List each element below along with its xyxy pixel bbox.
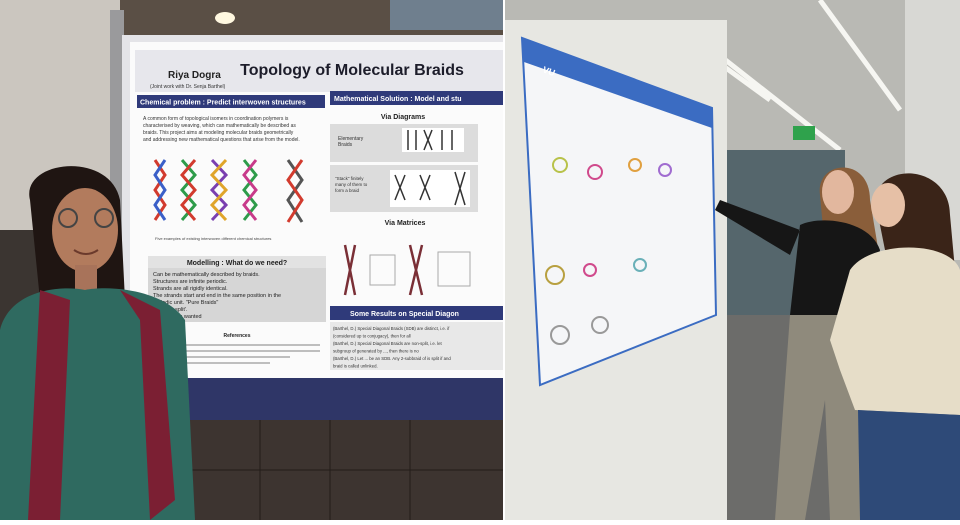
scarf: [28, 290, 175, 520]
diagram-text-line: many of them to: [335, 182, 368, 187]
braid-strand: [242, 159, 258, 221]
black-top: [715, 200, 880, 315]
board-strip: [180, 378, 503, 420]
figure: [591, 316, 609, 334]
braid-strand: [209, 158, 229, 222]
diagram-text-line: form a braid: [335, 188, 360, 193]
stacked-braid: [394, 171, 466, 206]
section-heading: Modelling : What do we need?: [187, 260, 287, 267]
braid-strand: [286, 159, 304, 223]
result-line: (Barthel, D.) Special Diagonal Braids ar…: [333, 341, 442, 346]
bullet-point: Strands are all rigidly identical.: [153, 286, 228, 292]
logo: VU: [541, 64, 556, 78]
subheading: Via Matrices: [385, 220, 426, 227]
figure: [633, 258, 647, 272]
section-bar: [137, 95, 325, 108]
poster: [520, 36, 718, 387]
section-heading: Chemical problem : Predict interwoven st…: [140, 100, 306, 107]
matrix: [437, 251, 471, 287]
person-left: [0, 166, 195, 520]
face: [52, 188, 118, 272]
figure: [550, 325, 570, 345]
glasses: [58, 208, 78, 228]
section-heading: Some Results on Special Diagon: [350, 311, 459, 318]
title-bar: [135, 50, 503, 92]
intro-line: characterised by weaving, which can math…: [143, 123, 296, 129]
right-photo: VU: [505, 0, 960, 520]
result-line: subgroup of generated by ..., then there…: [333, 349, 419, 354]
result-line: (Barthel, D.) Let ... be an SDB. Any 2-s…: [333, 356, 451, 361]
diagram-text-line: Elementary: [338, 136, 364, 142]
diagram-text-line: "Stack" finitely: [335, 176, 364, 181]
jeans: [858, 410, 960, 520]
smile: [73, 249, 99, 255]
sweater: [830, 247, 960, 415]
result-line: (considered up to conjugacy), then for a…: [333, 334, 411, 339]
diagram-text: Elementary Braids: [338, 136, 364, 148]
intro-line: and addressing new mathematical question…: [143, 137, 300, 143]
poster-header: [522, 38, 712, 128]
figure: [583, 263, 597, 277]
results-box: [330, 322, 503, 370]
braid-strand: [242, 159, 258, 221]
figure: [552, 157, 568, 173]
braid-strand: [153, 159, 167, 221]
left-photo: Riya Dogra (Joint work with Dr. Senja Ba…: [0, 0, 503, 520]
caption: Five examples of existing interwoven dif…: [155, 236, 271, 241]
face: [871, 183, 905, 227]
divider: [503, 0, 505, 520]
poster-title: Topology of Molecular Braids: [240, 62, 464, 79]
author: Riya Dogra: [168, 70, 221, 81]
exit-sign: [793, 126, 815, 140]
braid-strand: [209, 158, 229, 222]
braid-strand: [180, 159, 197, 221]
section-heading: Mathematical Solution : Model and stu: [334, 96, 462, 103]
diagram: [402, 128, 464, 152]
ceiling-light: [215, 12, 235, 24]
figure: [658, 163, 672, 177]
reference-text: [150, 344, 320, 364]
elementary-braids: [407, 129, 453, 151]
person-right: [830, 173, 960, 520]
diagram-text-line: Braids: [338, 142, 353, 148]
bullet-point: periodic unit. "Pure Braids": [153, 300, 218, 306]
matrix: [369, 254, 396, 286]
glasses: [94, 208, 114, 228]
matrix-braids: [343, 244, 424, 296]
figure: [545, 265, 565, 285]
braid-strand: [153, 159, 167, 221]
figure: [587, 164, 603, 180]
face: [822, 170, 854, 214]
results: (Barthel, D.) Special Diagonal Braids (S…: [333, 326, 451, 369]
bullet-point: The strands start and end in the same po…: [153, 293, 281, 299]
intro: A common form of topological isomers in …: [143, 116, 300, 143]
braid-images: [153, 158, 304, 223]
result-line: braid is called unlinked.: [333, 364, 378, 369]
figure: [628, 158, 642, 172]
references-heading: References: [224, 333, 251, 339]
window: [390, 0, 503, 30]
section-bar: [330, 306, 503, 320]
bullet-point: Can be mathematically described by braid…: [153, 272, 260, 278]
intro-line: A common form of topological isomers in …: [143, 116, 289, 122]
result-line: (Barthel, D.) Special Diagonal Braids (S…: [333, 326, 450, 331]
section-bar: [148, 256, 326, 268]
section-bar: [330, 91, 503, 105]
intro-line: braids. This project aims at modeling mo…: [143, 130, 294, 136]
neck: [75, 265, 97, 290]
braid-strand: [180, 159, 197, 221]
poster-figures: [545, 157, 672, 345]
coauthor: (Joint work with Dr. Senja Barthel): [150, 84, 226, 90]
subheading: Via Diagrams: [381, 114, 425, 121]
bullet-point: Structures are infinite periodic.: [153, 279, 228, 285]
